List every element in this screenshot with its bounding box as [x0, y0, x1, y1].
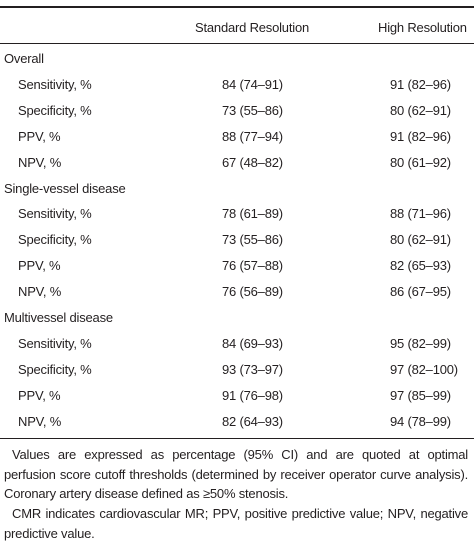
row-label: PPV, % — [18, 387, 61, 403]
high-value: 94 (78–99) — [390, 413, 451, 429]
standard-value: 73 (55–86) — [222, 102, 283, 118]
standard-value: 93 (73–97) — [222, 361, 283, 377]
high-value: 97 (85–99) — [390, 387, 451, 403]
column-header: Standard Resolution — [195, 20, 309, 35]
row-label: PPV, % — [18, 128, 61, 144]
row-label: PPV, % — [18, 258, 61, 274]
high-value: 88 (71–96) — [390, 206, 451, 222]
section-label: Multivessel disease — [4, 310, 113, 325]
standard-value: 67 (48–82) — [222, 154, 283, 170]
standard-value: 73 (55–86) — [222, 232, 283, 248]
section-label: Single-vessel disease — [4, 180, 126, 196]
top-rule — [0, 6, 474, 8]
high-value: 91 (82–96) — [390, 76, 451, 92]
footnote: CMR indicates cardiovascular MR; PPV, po… — [4, 506, 468, 541]
high-value: 82 (65–93) — [390, 258, 451, 274]
standard-value: 78 (61–89) — [222, 206, 283, 222]
row-label: Sensitivity, % — [18, 335, 92, 351]
high-value: 80 (62–91) — [390, 232, 451, 248]
standard-value: 76 (57–88) — [222, 258, 283, 274]
footnote: Values are expressed as percentage (95% … — [4, 447, 468, 501]
row-label: Specificity, % — [18, 232, 92, 248]
standard-value: 88 (77–94) — [222, 128, 283, 144]
standard-value: 82 (64–93) — [222, 413, 283, 429]
section-label: Overall — [4, 51, 44, 66]
high-value: 80 (62–91) — [390, 102, 451, 118]
row-label: Sensitivity, % — [18, 206, 92, 222]
high-value: 80 (61–92) — [390, 154, 451, 170]
standard-value: 76 (56–89) — [222, 284, 283, 300]
bottom-rule — [0, 438, 474, 439]
high-value: 86 (67–95) — [390, 284, 451, 300]
high-value: 91 (82–96) — [390, 128, 451, 144]
row-label: Specificity, % — [18, 361, 92, 377]
row-label: NPV, % — [18, 284, 62, 300]
row-label: NPV, % — [18, 154, 62, 170]
high-value: 97 (82–100) — [390, 361, 458, 377]
row-label: NPV, % — [18, 413, 62, 429]
header-rule — [0, 43, 474, 44]
row-label: Specificity, % — [18, 102, 92, 118]
row-label: Sensitivity, % — [18, 76, 92, 92]
standard-value: 84 (69–93) — [222, 335, 283, 351]
high-value: 95 (82–99) — [390, 335, 451, 351]
standard-value: 91 (76–98) — [222, 387, 283, 403]
standard-value: 84 (74–91) — [222, 76, 283, 92]
column-header: High Resolution — [378, 20, 467, 35]
